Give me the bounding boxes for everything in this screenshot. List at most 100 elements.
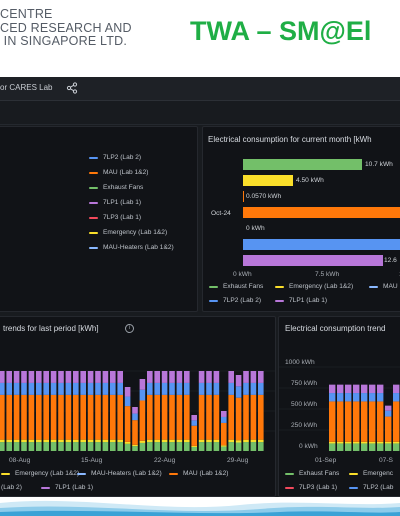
bar-segment[interactable]: [13, 371, 20, 383]
bar-segment[interactable]: [80, 382, 86, 395]
bar-segment[interactable]: [87, 442, 94, 451]
legend-item[interactable]: 7LP2 (Lab: [349, 484, 393, 491]
bar-segment[interactable]: [221, 445, 227, 447]
bar-segment[interactable]: [198, 382, 205, 395]
bar-segment[interactable]: [50, 371, 57, 383]
bar-segment[interactable]: [58, 394, 64, 440]
bar-segment[interactable]: [13, 394, 20, 440]
bar-segment[interactable]: [361, 401, 368, 442]
bar-segment[interactable]: [80, 394, 86, 440]
bar-segment[interactable]: [258, 439, 264, 443]
bar-segment[interactable]: [102, 442, 109, 451]
bar-segment[interactable]: [213, 394, 220, 440]
bar-segment[interactable]: [139, 379, 146, 390]
bar-segment[interactable]: [191, 446, 197, 451]
bar-segment[interactable]: [377, 441, 384, 444]
legend-item[interactable]: MAU (Lab 1&2): [169, 470, 228, 477]
legend-item[interactable]: MAU-Heaters (Lab 1&2): [77, 470, 162, 477]
bar-segment[interactable]: [191, 420, 197, 426]
bar-7lp2[interactable]: [243, 239, 400, 250]
bar-segment[interactable]: [28, 442, 35, 451]
bar-segment[interactable]: [353, 384, 360, 394]
bar-segment[interactable]: [206, 371, 212, 383]
bar-segment[interactable]: [110, 382, 116, 395]
bar-segment[interactable]: [235, 440, 242, 443]
bar-segment[interactable]: [345, 393, 352, 402]
bar-segment[interactable]: [250, 442, 257, 451]
bar-segment[interactable]: [176, 382, 183, 395]
bar-segment[interactable]: [154, 371, 160, 383]
bar-small[interactable]: [243, 191, 244, 202]
bar-segment[interactable]: [169, 442, 175, 451]
bar-segment[interactable]: [184, 394, 190, 440]
bar-segment[interactable]: [36, 394, 42, 440]
bar-segment[interactable]: [80, 439, 86, 443]
bar-segment[interactable]: [43, 394, 49, 440]
bar-segment[interactable]: [73, 371, 79, 383]
bar-segment[interactable]: [147, 439, 153, 443]
bar-segment[interactable]: [250, 371, 257, 383]
bar-segment[interactable]: [235, 375, 242, 387]
bar-segment[interactable]: [87, 382, 94, 395]
bar-segment[interactable]: [161, 394, 168, 440]
bar-segment[interactable]: [250, 382, 257, 395]
bar-segment[interactable]: [147, 382, 153, 395]
bar-segment[interactable]: [213, 382, 220, 395]
bar-segment[interactable]: [198, 394, 205, 440]
bar-segment[interactable]: [6, 382, 12, 395]
bar-segment[interactable]: [87, 371, 94, 383]
bar-segment[interactable]: [221, 446, 227, 451]
bar-segment[interactable]: [369, 401, 376, 442]
bar-segment[interactable]: [377, 401, 384, 442]
bar-segment[interactable]: [95, 394, 101, 440]
bar-segment[interactable]: [0, 439, 5, 443]
bar-segment[interactable]: [87, 394, 94, 440]
bar-segment[interactable]: [198, 442, 205, 451]
bar-segment[interactable]: [95, 371, 101, 383]
bar-segment[interactable]: [228, 394, 234, 440]
bar-segment[interactable]: [191, 415, 197, 421]
bar-segment[interactable]: [228, 442, 234, 451]
bar-segment[interactable]: [337, 441, 344, 444]
bar-segment[interactable]: [161, 439, 168, 443]
legend-item[interactable]: Exhaust Fans: [89, 184, 143, 191]
bar-segment[interactable]: [73, 439, 79, 443]
legend-item[interactable]: Emergency (Lab 1&2): [275, 283, 353, 290]
bar-segment[interactable]: [169, 439, 175, 443]
bar-segment[interactable]: [385, 410, 392, 417]
bar-segment[interactable]: [21, 371, 27, 383]
bar-segment[interactable]: [243, 439, 249, 443]
bar-segment[interactable]: [132, 420, 138, 445]
bar-segment[interactable]: [132, 407, 138, 414]
bar-segment[interactable]: [329, 384, 336, 394]
bar-segment[interactable]: [65, 382, 72, 395]
bar-segment[interactable]: [117, 371, 123, 383]
bar-segment[interactable]: [73, 382, 79, 395]
legend-item[interactable]: Emergency (Lab 1&2): [89, 229, 167, 236]
bar-segment[interactable]: [110, 394, 116, 440]
bar-segment[interactable]: [43, 371, 49, 383]
bar-segment[interactable]: [369, 393, 376, 402]
bar-segment[interactable]: [345, 443, 352, 451]
bar-segment[interactable]: [385, 441, 392, 444]
bar-segment[interactable]: [0, 371, 5, 383]
bar-segment[interactable]: [28, 439, 35, 443]
bar-segment[interactable]: [184, 371, 190, 383]
bar-segment[interactable]: [337, 384, 344, 394]
bar-segment[interactable]: [102, 439, 109, 443]
bar-segment[interactable]: [361, 393, 368, 402]
bar-segment[interactable]: [213, 371, 220, 383]
bar-segment[interactable]: [161, 382, 168, 395]
bar-segment[interactable]: [154, 442, 160, 451]
bar-segment[interactable]: [337, 401, 344, 442]
bar-segment[interactable]: [250, 439, 257, 443]
bar-segment[interactable]: [228, 371, 234, 383]
bar-segment[interactable]: [58, 439, 64, 443]
bar-segment[interactable]: [6, 371, 12, 383]
bar-segment[interactable]: [132, 446, 138, 451]
bar-emergency[interactable]: [243, 175, 293, 186]
bar-segment[interactable]: [132, 413, 138, 421]
bar-segment[interactable]: [235, 386, 242, 398]
bar-segment[interactable]: [154, 382, 160, 395]
bar-segment[interactable]: [50, 394, 57, 440]
